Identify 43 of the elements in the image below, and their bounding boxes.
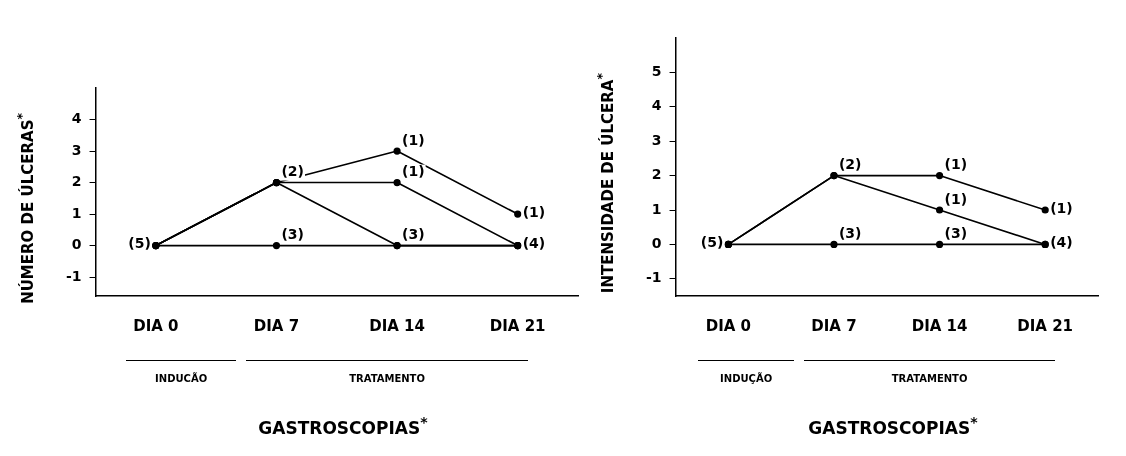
x-tick-label: DIA 0: [705, 316, 752, 335]
x-tick-label: DIA 21: [489, 316, 546, 335]
annotation: (1): [1050, 199, 1073, 216]
y-tick-label: 3: [71, 141, 82, 158]
annotation: (2): [838, 156, 862, 173]
x-axis-title: GASTROSCOPIAS$^{*}$: [257, 414, 429, 438]
y-tick-label: -1: [645, 269, 662, 286]
y-tick-label: 0: [651, 235, 662, 252]
x-tick-label: DIA 0: [133, 316, 179, 335]
text: TRATAMENTO: [890, 373, 969, 384]
annotation: (4): [522, 235, 546, 252]
annotation: (3): [838, 225, 862, 242]
text: TRATAMENTO: [348, 373, 426, 384]
y-tick-label: 1: [71, 204, 82, 221]
annotation: (1): [944, 156, 968, 173]
y-tick-label: 5: [651, 63, 662, 80]
y-tick-label: 2: [71, 173, 82, 190]
y-tick-label: 4: [71, 110, 82, 127]
x-tick-label: DIA 7: [811, 316, 857, 335]
y-tick-label: 0: [71, 236, 82, 253]
y-tick-label: 1: [651, 200, 662, 217]
text: INDUÇÃO: [719, 373, 774, 384]
annotation: (4): [1050, 234, 1073, 251]
annotation: (2): [281, 163, 305, 180]
x-tick-label: DIA 7: [253, 316, 300, 335]
annotation: (3): [402, 226, 425, 243]
y-tick-label: 3: [651, 131, 662, 148]
x-tick-label: DIA 14: [911, 316, 968, 335]
annotation: (1): [402, 131, 425, 148]
x-tick-label: DIA 14: [369, 316, 425, 335]
x-axis-title: GASTROSCOPIAS$^{*}$: [807, 414, 979, 438]
annotation: (1): [402, 163, 425, 180]
y-tick-label: 2: [651, 166, 662, 183]
x-tick-label: DIA 21: [1017, 316, 1074, 335]
y-tick-label: -1: [65, 267, 82, 284]
annotation: (5): [128, 235, 151, 252]
text: INDUCÃO: [154, 373, 209, 384]
y-tick-label: 4: [651, 97, 662, 114]
annotation: (1): [944, 190, 968, 207]
annotation: (3): [281, 226, 305, 243]
annotation: (5): [700, 234, 724, 251]
annotation: (3): [944, 225, 968, 242]
annotation: (1): [522, 203, 546, 220]
